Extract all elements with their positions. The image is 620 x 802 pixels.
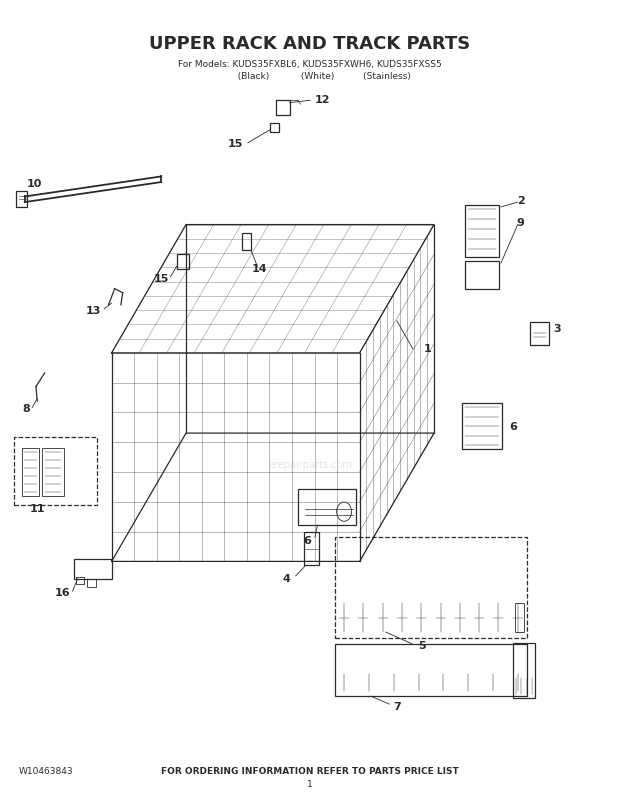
Bar <box>515 603 524 632</box>
Bar <box>74 559 112 579</box>
Bar <box>16 191 27 207</box>
Text: 3: 3 <box>553 324 560 334</box>
Text: 10: 10 <box>27 180 42 189</box>
Bar <box>530 322 549 345</box>
Bar <box>513 643 535 698</box>
Bar <box>465 205 499 257</box>
Text: 13: 13 <box>86 306 100 316</box>
Bar <box>22 448 39 496</box>
Text: UPPER RACK AND TRACK PARTS: UPPER RACK AND TRACK PARTS <box>149 35 471 53</box>
Bar <box>462 403 502 449</box>
Bar <box>177 254 189 269</box>
Text: FOR ORDERING INFORMATION REFER TO PARTS PRICE LIST: FOR ORDERING INFORMATION REFER TO PARTS … <box>161 767 459 776</box>
Text: 6: 6 <box>303 536 311 545</box>
Bar <box>14 437 97 505</box>
Text: 16: 16 <box>54 589 70 598</box>
Bar <box>335 537 527 638</box>
Text: 15: 15 <box>228 140 243 149</box>
Text: 11: 11 <box>29 504 45 514</box>
Bar <box>335 644 527 696</box>
Text: 12: 12 <box>315 95 330 105</box>
Bar <box>76 577 84 584</box>
Text: W10463843: W10463843 <box>19 767 73 776</box>
Bar <box>298 489 356 525</box>
Bar <box>304 532 319 565</box>
Text: 1: 1 <box>424 344 432 354</box>
Bar <box>242 233 251 250</box>
Bar <box>270 123 279 132</box>
Bar <box>276 100 290 115</box>
Text: 9: 9 <box>517 218 525 228</box>
Text: erepairparts.com: erepairparts.com <box>268 460 352 470</box>
Text: 8: 8 <box>22 404 30 414</box>
Text: For Models: KUDS35FXBL6, KUDS35FXWH6, KUDS35FXSS5: For Models: KUDS35FXBL6, KUDS35FXWH6, KU… <box>178 59 442 69</box>
Bar <box>42 448 64 496</box>
Text: 1: 1 <box>307 780 313 789</box>
Text: 4: 4 <box>283 574 290 584</box>
Text: 6: 6 <box>510 422 517 431</box>
Bar <box>465 261 499 289</box>
Text: 2: 2 <box>517 196 525 205</box>
Text: (Black)           (White)          (Stainless): (Black) (White) (Stainless) <box>209 71 411 81</box>
Text: 7: 7 <box>393 703 401 712</box>
Text: 14: 14 <box>251 264 267 273</box>
Text: 5: 5 <box>418 642 425 651</box>
Text: 15: 15 <box>154 274 169 284</box>
Bar <box>87 579 96 587</box>
